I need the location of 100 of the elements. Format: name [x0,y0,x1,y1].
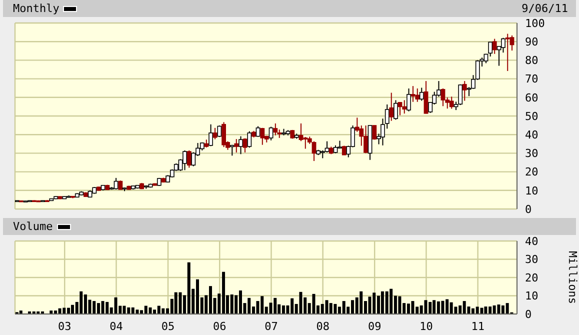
bar [484,306,488,314]
y-tick-label: 60 [525,91,538,104]
candlestick [410,86,416,102]
bar [385,291,388,314]
candlestick [449,96,454,110]
y-tick-label: 90 [525,36,538,49]
bar [406,304,410,314]
x-tick-label: 03 [58,320,72,333]
candlestick [324,140,330,153]
y-tick-label: 0 [525,308,532,321]
x-tick-label: 04 [110,320,124,333]
bar [424,300,428,314]
candlestick [394,100,398,120]
candlestick [402,100,407,114]
candlestick [191,152,196,167]
candlestick [372,124,377,140]
bar [238,290,242,314]
x-tick-label: 10 [420,320,433,333]
bar [334,304,337,314]
bar [492,305,496,314]
y-tick-label: 40 [525,128,538,142]
y-tick-label: 30 [525,253,538,266]
candlestick [440,88,446,107]
x-tick-label: 06 [212,320,226,333]
x-tick-label: 05 [161,320,175,333]
candlestick [260,127,265,146]
bar [178,292,182,314]
bar [390,288,393,314]
bar [454,306,458,314]
bar [441,300,444,314]
bar [360,291,363,314]
bar [342,301,346,314]
candlestick [406,88,411,112]
y-axis-title: Millions [566,251,579,304]
candlestick [298,122,304,142]
bar [329,303,332,314]
candlestick [488,42,493,57]
bar [122,306,126,314]
bar [368,296,372,314]
y-tick-label: 30 [525,147,538,160]
bar [299,292,302,314]
candlestick [182,150,187,171]
candlestick [398,102,402,116]
candlestick [415,88,420,102]
candlestick [212,127,218,140]
bar [325,300,328,314]
candlestick [419,87,424,102]
candlestick [462,80,467,102]
x-tick-label: 08 [316,320,330,333]
candlestick [273,122,278,136]
candlestick [186,150,192,168]
chart-title: Monthly [13,2,60,15]
y-tick-label: 100 [525,16,545,30]
bar [136,310,139,314]
candlestick [208,124,213,147]
x-tick-label: 09 [368,320,382,333]
y-tick-label: 10 [525,184,538,198]
y-tick-label: 70 [525,72,538,86]
y-tick-label: 20 [525,166,538,179]
candlestick [217,124,222,138]
bar [157,306,160,314]
bar [411,301,414,314]
text: 9/06/11 [522,1,568,17]
bar [187,262,190,314]
bar [432,300,436,314]
bar [462,301,466,314]
bar [106,302,109,314]
bar [274,298,277,314]
bar [450,302,453,314]
candlestick [458,84,463,106]
bar [127,307,130,314]
candlestick [424,80,428,114]
y-tick-label: 40 [525,234,538,248]
x-tick-label: 11 [471,320,484,333]
candlestick [492,38,497,54]
bar [497,304,500,314]
candlestick [247,130,252,148]
chart-title: Volume [13,220,53,233]
bar [398,296,402,314]
bar [101,301,104,314]
candlestick [501,37,506,54]
candlestick [505,33,510,72]
candlestick [238,136,243,155]
bar [80,291,83,314]
bar [312,294,316,314]
candlestick [114,177,118,190]
candlestick [268,126,274,141]
y-tick-label: 20 [525,271,538,284]
bar [282,305,285,314]
bar [148,307,152,314]
candlestick [510,34,514,52]
bar [476,306,479,314]
candlestick [222,122,226,148]
bar [436,301,440,314]
candlestick [312,140,316,162]
candlestick [389,92,394,122]
bar [114,297,118,314]
bar [153,310,156,314]
bar [140,310,144,314]
candlestick [234,138,239,153]
